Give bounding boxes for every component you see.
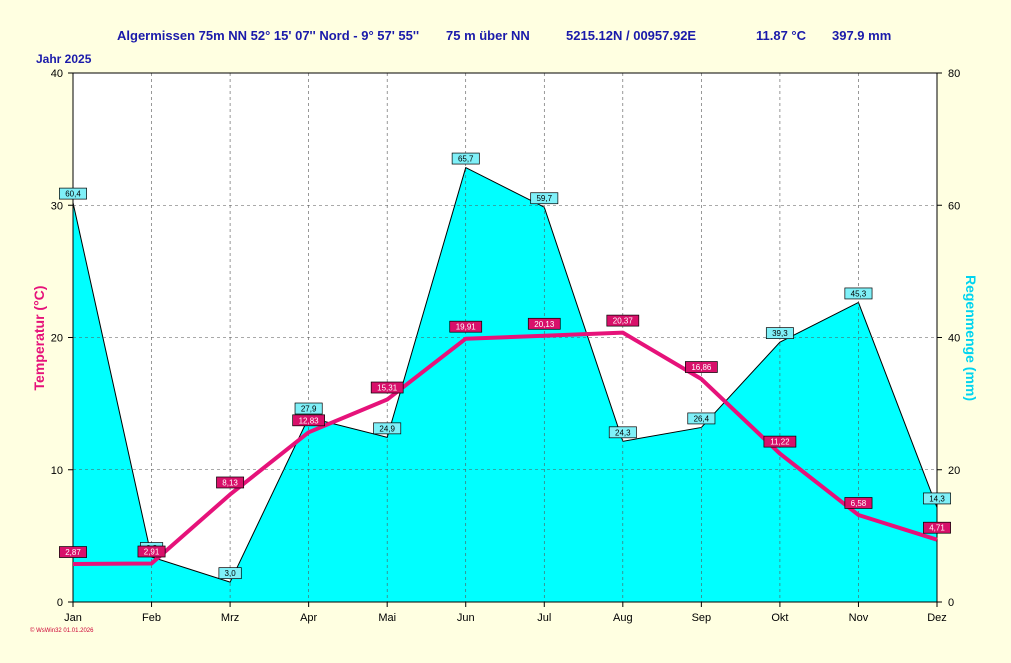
rain-value-label: 45,3 <box>851 289 867 298</box>
x-tick-label: Jul <box>537 612 551 624</box>
altitude-label: 75 m über NN <box>446 28 530 43</box>
temp-value-label-box <box>923 521 951 534</box>
footer-copyright: © WsWin32 01.01.2026 <box>30 628 94 634</box>
x-tick-label: Mai <box>378 612 396 624</box>
rain-value-label: 26,4 <box>694 414 710 423</box>
x-tick-label: Nov <box>849 612 869 624</box>
rain-value-label-box <box>687 412 716 425</box>
rain-value-label: 65,7 <box>458 155 474 164</box>
temp-value-label: 11,22 <box>770 438 790 447</box>
coordinates-label: 5215.12N / 00957.92E <box>566 28 697 43</box>
temp-value-label: 15,31 <box>377 384 398 393</box>
temp-value-label: 20,37 <box>613 317 634 326</box>
temp-value-label-box <box>292 414 325 427</box>
x-tick-label: Sep <box>692 612 712 624</box>
temp-value-label: 6,58 <box>851 499 867 508</box>
temp-value-label: 4,71 <box>929 524 945 533</box>
temp-value-label-box <box>763 435 797 448</box>
rain-value-label: 14,3 <box>929 494 945 503</box>
temp-value-label-box <box>370 381 404 394</box>
temp-value-label: 12,83 <box>299 416 320 425</box>
year-label: Jahr 2025 <box>36 52 92 66</box>
left-tick-label: 30 <box>51 200 63 212</box>
total-precipitation: 397.9 mm <box>832 28 892 43</box>
right-tick-label: 40 <box>948 333 960 345</box>
temp-value-label-box <box>527 317 561 330</box>
temp-value-label: 19,91 <box>456 323 477 332</box>
rain-value-label: 24,9 <box>379 424 395 433</box>
rain-value-label-box <box>373 422 402 435</box>
rain-value-label: 24,3 <box>615 428 631 437</box>
temp-value-label-box <box>844 497 873 509</box>
left-tick-label: 0 <box>57 597 63 609</box>
temp-value-label: 2,87 <box>65 548 81 557</box>
x-tick-label: Jun <box>457 612 475 624</box>
left-axis-title: Temperatur (°C) <box>31 286 47 391</box>
x-tick-label: Aug <box>613 612 633 624</box>
rain-value-label: 27,9 <box>301 405 317 414</box>
mean-temperature: 11.87 °C <box>756 28 807 43</box>
x-tick-label: Dez <box>927 612 947 624</box>
temp-value-label-box <box>137 545 166 558</box>
rain-value-label-box <box>765 327 794 339</box>
left-tick-label: 20 <box>51 333 63 345</box>
rain-value-label-box <box>451 152 480 165</box>
rain-value-label-box <box>294 402 323 415</box>
x-tick-label: Jan <box>64 612 82 624</box>
temp-value-label: 16,86 <box>691 363 712 372</box>
rain-value-label-box <box>608 426 637 439</box>
rain-value-label-box <box>844 287 873 300</box>
rain-value-label: 60,4 <box>65 190 81 199</box>
rain-value-label: 3,0 <box>225 569 237 578</box>
temp-value-label-box <box>216 476 245 489</box>
left-tick-label: 40 <box>51 68 63 80</box>
temp-value-label: 8,13 <box>222 478 238 487</box>
rain-value-label-box <box>218 567 242 580</box>
temp-value-label-box <box>449 320 483 333</box>
rain-value-label-box <box>59 187 87 200</box>
temp-value-label: 20,13 <box>534 320 555 329</box>
right-tick-label: 80 <box>948 68 960 80</box>
rain-value-label-box <box>923 492 951 505</box>
right-tick-label: 60 <box>948 200 960 212</box>
left-tick-label: 10 <box>51 465 63 477</box>
rain-value-label: 39,3 <box>772 329 788 338</box>
temp-value-label: 2,91 <box>144 548 160 557</box>
station-title: Algermissen 75m NN 52° 15' 07'' Nord - 9… <box>117 28 420 43</box>
temperature-line <box>72 330 938 567</box>
temp-value-label-box <box>59 546 87 558</box>
temp-value-label-box <box>685 361 718 373</box>
x-tick-label: Mrz <box>221 612 239 624</box>
x-tick-label: Apr <box>300 612 317 624</box>
x-tick-label: Feb <box>142 612 161 624</box>
right-tick-label: 0 <box>948 597 954 609</box>
rain-value-label: 59,7 <box>536 194 552 203</box>
temp-value-label-box <box>606 314 640 327</box>
x-tick-label: Okt <box>771 612 788 624</box>
rain-value-label-box <box>530 192 559 205</box>
right-tick-label: 20 <box>948 465 960 477</box>
right-axis-title: Regenmenge (mm) <box>963 275 979 401</box>
